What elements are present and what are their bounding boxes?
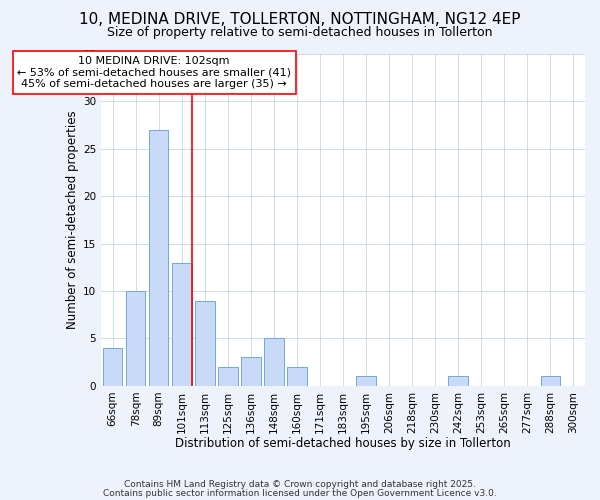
Text: 10, MEDINA DRIVE, TOLLERTON, NOTTINGHAM, NG12 4EP: 10, MEDINA DRIVE, TOLLERTON, NOTTINGHAM,… xyxy=(79,12,521,28)
Text: Contains HM Land Registry data © Crown copyright and database right 2025.: Contains HM Land Registry data © Crown c… xyxy=(124,480,476,489)
Text: Size of property relative to semi-detached houses in Tollerton: Size of property relative to semi-detach… xyxy=(107,26,493,39)
Bar xyxy=(126,291,145,386)
Bar xyxy=(356,376,376,386)
Bar xyxy=(149,130,169,386)
X-axis label: Distribution of semi-detached houses by size in Tollerton: Distribution of semi-detached houses by … xyxy=(175,437,511,450)
Bar xyxy=(264,338,284,386)
Text: 10 MEDINA DRIVE: 102sqm
← 53% of semi-detached houses are smaller (41)
45% of se: 10 MEDINA DRIVE: 102sqm ← 53% of semi-de… xyxy=(17,56,291,89)
Text: Contains public sector information licensed under the Open Government Licence v3: Contains public sector information licen… xyxy=(103,488,497,498)
Bar xyxy=(218,367,238,386)
Bar xyxy=(448,376,468,386)
Bar xyxy=(241,358,260,386)
Bar xyxy=(195,300,215,386)
Bar xyxy=(287,367,307,386)
Bar xyxy=(103,348,122,386)
Bar xyxy=(172,262,191,386)
Y-axis label: Number of semi-detached properties: Number of semi-detached properties xyxy=(66,110,79,329)
Bar xyxy=(541,376,560,386)
